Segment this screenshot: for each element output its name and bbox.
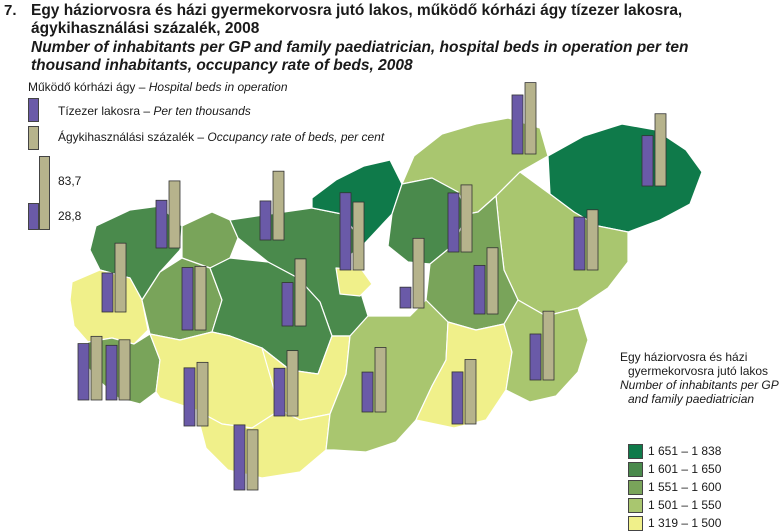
legend-class-4-label: 1 501 – 1 550 bbox=[648, 498, 722, 512]
occupancy-bar-heves bbox=[460, 184, 473, 253]
reference-beds-value: 28,8 bbox=[58, 209, 82, 223]
bar-legend-title-en: Hospital beds in operation bbox=[148, 80, 288, 94]
beds-bar-borsod-aba-j-zempl-n bbox=[511, 94, 524, 155]
beds-legend-swatch bbox=[28, 98, 39, 122]
legend-class-5-swatch bbox=[628, 516, 643, 531]
reference-beds-bar bbox=[28, 203, 39, 230]
beds-legend-en: Per ten thousands bbox=[153, 104, 251, 118]
occupancy-bar-fej-r bbox=[294, 258, 307, 327]
legend-class-3-swatch bbox=[628, 480, 643, 495]
occupancy-bar-hajd-bihar bbox=[586, 209, 599, 271]
title-hungarian: Egy háziorvosra és házi gyermekorvosra j… bbox=[31, 2, 683, 37]
occupancy-bar-vas bbox=[118, 339, 131, 401]
legend-class-5-label: 1 319 – 1 500 bbox=[648, 516, 722, 530]
reference-occupancy-bar bbox=[39, 156, 50, 230]
beds-bar-budapest bbox=[399, 286, 412, 309]
beds-bar-somogy bbox=[183, 367, 196, 427]
occupancy-bar-b-k-s bbox=[542, 310, 555, 381]
legend-class-4: 1 501 – 1 550 bbox=[628, 498, 778, 513]
occupancy-bar-borsod-aba-j-zempl-n bbox=[524, 82, 537, 155]
beds-bar-tolna bbox=[273, 367, 286, 417]
occupancy-bar-tolna bbox=[286, 350, 299, 417]
legend-class-2: 1 601 – 1 650 bbox=[628, 462, 778, 477]
occupancy-bar-budapest bbox=[412, 237, 425, 309]
beds-bar-veszpr-m bbox=[181, 267, 194, 331]
legend-class-1-label: 1 651 – 1 838 bbox=[648, 444, 722, 458]
occupancy-legend-label: Ágykihasználási százalék – Occupancy rat… bbox=[58, 130, 384, 144]
legend-class-2-swatch bbox=[628, 462, 643, 477]
beds-bar-szabolcs-szatm-r-bereg bbox=[641, 135, 654, 187]
reference-occupancy-value: 83,7 bbox=[58, 174, 82, 188]
occupancy-bar-pest bbox=[272, 170, 285, 241]
legend-class-5: 1 319 – 1 500 bbox=[628, 516, 778, 531]
beds-bar-fej-r bbox=[281, 282, 294, 327]
beds-bar-n-gr-d bbox=[339, 192, 352, 271]
occupancy-bar-zala bbox=[90, 335, 103, 401]
occupancy-bar-gy-r-moson-sopron bbox=[114, 242, 127, 313]
bar-legend-title: Működő kórházi ágy – Hospital beds in op… bbox=[28, 80, 288, 94]
beds-bar-b-k-s bbox=[529, 333, 542, 381]
occupancy-bar-somogy bbox=[196, 361, 209, 427]
occupancy-bar-csongr-d bbox=[464, 359, 477, 425]
occupancy-bar-veszpr-m bbox=[194, 265, 207, 331]
beds-legend-hu: Tízezer lakosra – bbox=[58, 104, 154, 118]
occupancy-bar-n-gr-d bbox=[352, 201, 365, 271]
beds-bar-vas bbox=[105, 344, 118, 401]
region-budapest bbox=[335, 267, 373, 297]
beds-bar-csongr-d bbox=[451, 371, 464, 425]
beds-bar-pest bbox=[259, 200, 272, 241]
legend-class-3-label: 1 551 – 1 600 bbox=[648, 480, 722, 494]
occupancy-legend-hu: Ágykihasználási százalék – bbox=[58, 130, 208, 144]
legend-class-3: 1 551 – 1 600 bbox=[628, 480, 778, 495]
beds-bar-kom-rom-esztergom bbox=[155, 199, 168, 249]
region-csongr-d bbox=[415, 321, 513, 429]
choropleth-legend-hu: Egy háziorvosra és házi gyermekorvosra j… bbox=[620, 350, 769, 378]
beds-bar-b-cs-kiskun bbox=[361, 371, 374, 413]
occupancy-legend-en: Occupancy rate of beds, per cent bbox=[207, 130, 385, 144]
occupancy-legend-swatch bbox=[28, 126, 39, 150]
bar-legend-title-hu: Működő kórházi ágy – bbox=[28, 80, 149, 94]
beds-legend-label: Tízezer lakosra – Per ten thousands bbox=[58, 104, 251, 118]
occupancy-bar-kom-rom-esztergom bbox=[168, 180, 181, 249]
occupancy-bar-j-sz-nagykun-szolnok bbox=[486, 247, 499, 315]
legend-class-2-label: 1 601 – 1 650 bbox=[648, 462, 722, 476]
beds-bar-gy-r-moson-sopron bbox=[101, 272, 114, 313]
choropleth-legend-en: Number of inhabitants per GP and family … bbox=[620, 378, 779, 406]
figure-number: 7. bbox=[4, 2, 17, 19]
occupancy-bar-baranya bbox=[246, 429, 259, 491]
legend-class-1: 1 651 – 1 838 bbox=[628, 444, 778, 459]
occupancy-bar-b-cs-kiskun bbox=[374, 347, 387, 413]
legend-class-1-swatch bbox=[628, 444, 643, 459]
occupancy-bar-szabolcs-szatm-r-bereg bbox=[654, 113, 667, 187]
choropleth-legend-title: Egy háziorvosra és házi gyermekorvosra j… bbox=[620, 350, 780, 406]
beds-bar-hajd-bihar bbox=[573, 216, 586, 271]
legend-class-4-swatch bbox=[628, 498, 643, 513]
beds-bar-j-sz-nagykun-szolnok bbox=[473, 264, 486, 315]
title-english: Number of inhabitants per GP and family … bbox=[31, 39, 689, 74]
beds-bar-zala bbox=[77, 343, 90, 401]
beds-bar-heves bbox=[447, 192, 460, 253]
beds-bar-baranya bbox=[233, 424, 246, 491]
